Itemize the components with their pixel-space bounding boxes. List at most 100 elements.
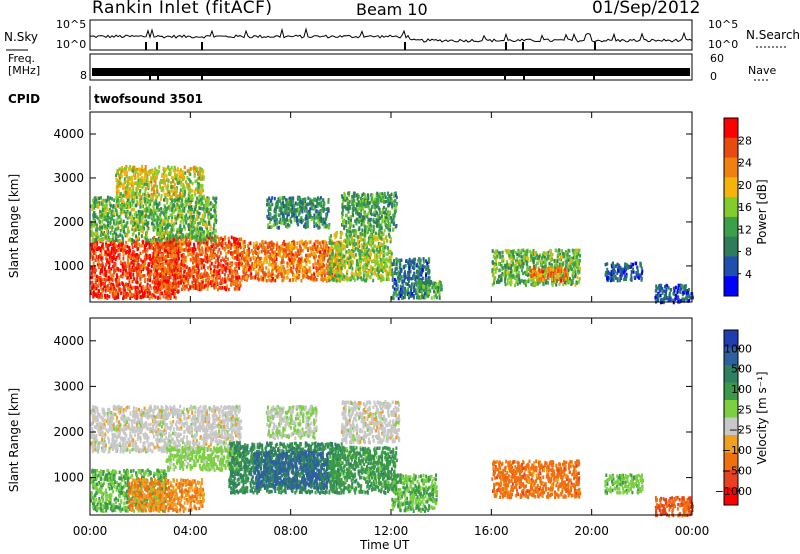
data-cell (178, 264, 181, 268)
data-cell (109, 239, 112, 244)
data-cell (104, 235, 107, 239)
data-cell (142, 259, 145, 264)
data-cell (361, 198, 364, 203)
data-cell (172, 257, 175, 261)
data-cell (171, 283, 174, 288)
data-cell (358, 251, 361, 256)
data-cell (94, 222, 97, 226)
data-cell (93, 213, 96, 217)
data-cell (117, 253, 120, 258)
data-cell (363, 256, 366, 261)
data-cell (167, 248, 170, 252)
data-cell (106, 195, 109, 200)
data-cell (188, 211, 191, 215)
data-cell (178, 253, 181, 257)
data-cell (176, 251, 179, 256)
data-cell (124, 232, 126, 236)
data-cell (150, 260, 153, 264)
data-cell (327, 249, 330, 254)
data-cell (152, 204, 155, 208)
data-cell (129, 272, 132, 277)
data-cell (125, 295, 128, 299)
data-cell (131, 233, 134, 237)
data-cell (205, 237, 208, 241)
data-cell (373, 236, 376, 241)
data-cell (216, 282, 219, 287)
data-cell (377, 194, 380, 199)
data-cell (165, 209, 168, 214)
data-cell (173, 241, 176, 246)
data-cell (220, 264, 223, 269)
data-cell (164, 244, 167, 249)
data-cell (110, 267, 113, 271)
data-cell (111, 215, 114, 220)
data-cell (213, 272, 216, 276)
data-cell (264, 257, 267, 261)
data-cell (91, 249, 94, 254)
data-cell (306, 275, 309, 279)
data-cell (108, 275, 110, 280)
data-cell (195, 252, 198, 256)
data-cell (244, 276, 247, 280)
data-cell (147, 182, 150, 187)
data-cell (304, 274, 307, 278)
data-cell (233, 243, 236, 248)
data-cell (152, 241, 155, 245)
data-cell (388, 202, 391, 206)
data-cell (121, 274, 124, 278)
data-cell (141, 217, 144, 221)
data-cell (195, 254, 197, 258)
data-cell (346, 229, 349, 234)
data-cell (366, 249, 369, 253)
data-cell (115, 296, 118, 300)
data-cell (157, 231, 160, 236)
data-cell (236, 250, 239, 254)
data-cell (140, 225, 143, 230)
data-cell (355, 211, 357, 215)
data-cell (138, 242, 141, 247)
data-cell (368, 221, 371, 226)
data-cell (148, 268, 151, 272)
data-cell (119, 233, 122, 237)
data-cell (369, 275, 372, 280)
data-cell (122, 269, 125, 273)
data-cell (242, 250, 245, 254)
data-cell (162, 278, 165, 283)
data-cell (266, 242, 269, 246)
data-cell (139, 225, 142, 229)
data-cell (154, 238, 157, 242)
data-cell (308, 275, 311, 280)
data-cell (298, 269, 301, 273)
data-cell (138, 283, 141, 288)
data-cell (162, 294, 165, 298)
data-cell (96, 246, 99, 251)
data-cell (316, 249, 319, 254)
data-cell (312, 247, 315, 251)
data-cell (99, 209, 101, 214)
data-cell (90, 251, 93, 255)
data-cell (124, 284, 127, 288)
data-cell (110, 251, 113, 255)
data-cell (187, 282, 190, 286)
data-cell (197, 215, 200, 219)
data-cell (210, 249, 213, 254)
data-cell (340, 249, 343, 254)
data-cell (258, 264, 261, 269)
data-cell (227, 266, 230, 270)
data-cell (363, 215, 366, 219)
data-cell (356, 272, 359, 277)
data-cell (329, 276, 332, 280)
data-cell (345, 224, 348, 228)
data-cell (331, 264, 333, 268)
data-cell (196, 233, 199, 238)
data-cell (280, 244, 283, 248)
data-cell (167, 219, 170, 223)
data-cell (211, 249, 214, 253)
data-cell (345, 220, 347, 224)
data-cell (204, 237, 206, 242)
data-cell (245, 251, 248, 256)
data-cell (385, 218, 388, 223)
data-cell (133, 198, 136, 202)
data-cell (358, 220, 360, 224)
data-cell (98, 196, 101, 201)
